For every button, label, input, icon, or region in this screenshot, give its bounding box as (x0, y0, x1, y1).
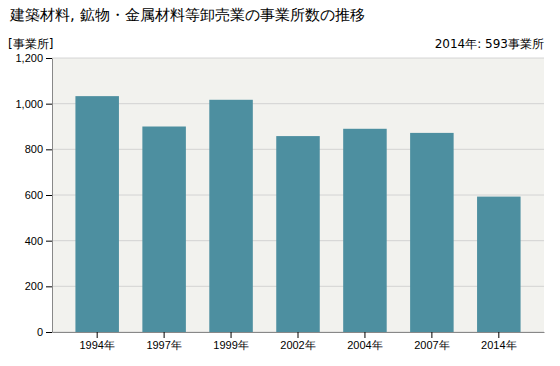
tick: 2007年 (414, 332, 449, 351)
tick-mark (46, 104, 52, 105)
title: 建築材料, 鉱物・金属材料等卸売業の事業所数の推移 (9, 6, 365, 24)
tick-label: 400 (25, 235, 43, 247)
tick-label: 1,200 (15, 52, 43, 64)
tick-mark (97, 332, 98, 338)
tick-mark (46, 286, 52, 287)
tick-mark (46, 332, 52, 333)
tick: 0 (37, 326, 52, 338)
bars (75, 96, 520, 332)
tick-mark (46, 58, 52, 59)
tick-mark (364, 332, 365, 338)
tick-label: 1997年 (146, 339, 181, 351)
tick-mark (46, 149, 52, 150)
tick: 600 (25, 189, 52, 201)
y-axis-label: [事業所] (8, 37, 53, 51)
grid-line (52, 103, 544, 104)
x-axis: 1994年 1997年 1999年 2002年 2004年 2007年 2014年 (53, 332, 545, 351)
tick-mark (298, 332, 299, 338)
grid-line (52, 58, 544, 59)
tick: 2002年 (280, 332, 315, 351)
tick-label: 200 (25, 280, 43, 292)
tick: 400 (25, 235, 52, 247)
annotation: 2014年: 593事業所 (435, 37, 544, 51)
tick-label: 1,000 (15, 98, 43, 110)
bar (75, 96, 119, 332)
tick: 1,200 (15, 52, 52, 64)
tick: 1994年 (79, 332, 114, 351)
y-axis: 0 200 400 600 800 1,000 1,200 (15, 52, 52, 338)
tick: 1997年 (146, 332, 181, 351)
tick-mark (164, 332, 165, 338)
bar (410, 133, 454, 332)
tick-label: 1994年 (79, 339, 114, 351)
tick-label: 2014年 (481, 339, 516, 351)
bar (477, 197, 521, 332)
tick-label: 2002年 (280, 339, 315, 351)
tick-mark (46, 195, 52, 196)
tick-label: 600 (25, 189, 43, 201)
tick-mark (498, 332, 499, 338)
tick: 2004年 (347, 332, 382, 351)
plot-background (52, 58, 544, 332)
tick: 1999年 (213, 332, 248, 351)
bar (276, 136, 320, 332)
tick: 200 (25, 280, 52, 292)
chart: 建築材料, 鉱物・金属材料等卸売業の事業所数の推移 [事業所] 2014年: 593… (0, 0, 560, 366)
tick-mark (231, 332, 232, 338)
tick-label: 2007年 (414, 339, 449, 351)
axis-line (52, 59, 53, 333)
tick-mark (431, 332, 432, 338)
plot: 0 200 400 600 800 1,000 1,200 1994年 1997年 1999年 20… (15, 52, 544, 351)
bar (142, 127, 186, 333)
tick-label: 0 (37, 326, 43, 338)
bar (343, 129, 387, 332)
tick-mark (46, 241, 52, 242)
tick: 1,000 (15, 98, 52, 110)
grid (52, 58, 544, 332)
tick-label: 1999年 (213, 339, 248, 351)
tick: 2014年 (481, 332, 516, 351)
bar (209, 100, 253, 332)
tick: 800 (25, 143, 52, 155)
tick-label: 800 (25, 143, 43, 155)
tick-label: 2004年 (347, 339, 382, 351)
